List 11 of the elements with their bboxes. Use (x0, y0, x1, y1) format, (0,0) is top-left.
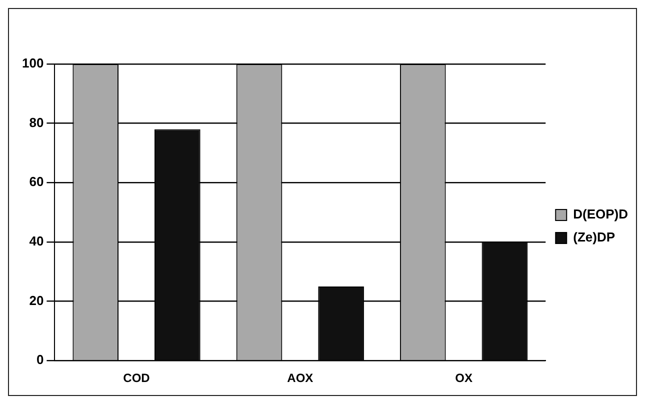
y-tick-label: 60 (29, 174, 44, 190)
y-tick-label: 20 (29, 292, 44, 308)
x-tick-label: AOX (287, 371, 314, 386)
y-tick-label: 40 (29, 234, 44, 249)
y-tick-label: 0 (36, 352, 44, 368)
y-tick-label: 100 (22, 56, 44, 71)
legend-label: (Ze)DP (573, 230, 616, 245)
x-tick-label: COD (123, 371, 150, 386)
legend-label: D(EOP)D (573, 206, 628, 222)
y-tick-label: 80 (29, 114, 44, 130)
x-tick-label: OX (455, 371, 472, 386)
